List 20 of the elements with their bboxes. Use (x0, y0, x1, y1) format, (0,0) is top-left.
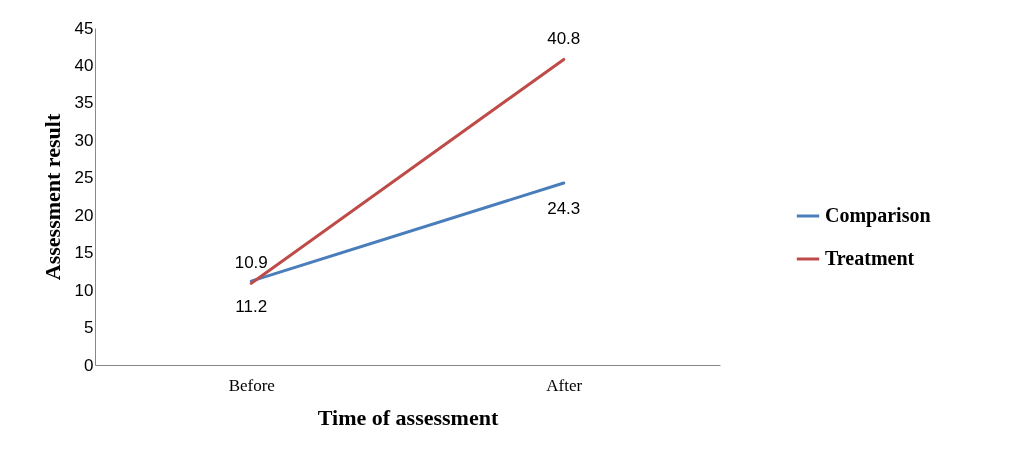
data-label: 10.9 (234, 253, 268, 273)
y-axis-title: Assessment result (39, 113, 65, 281)
x-axis-title: Time of assessment (317, 404, 499, 430)
y-tick-label: 20 (74, 205, 94, 225)
data-label: 40.8 (547, 29, 581, 49)
data-label: 11.2 (235, 297, 268, 317)
y-tick-label: 15 (74, 243, 94, 263)
x-tick-label: After (546, 375, 583, 395)
y-tick-label: 35 (74, 93, 94, 113)
y-tick-label: 30 (74, 130, 94, 150)
y-tick-label: 40 (74, 55, 94, 75)
data-label: 24.3 (547, 199, 581, 219)
legend-label: Treatment (825, 247, 915, 269)
x-tick-label: Before (228, 375, 275, 395)
y-tick-label: 0 (84, 355, 94, 375)
y-tick-label: 45 (74, 18, 94, 38)
y-tick-label: 10 (74, 280, 94, 300)
legend-label: Comparison (825, 204, 931, 227)
y-tick-label: 5 (84, 318, 94, 338)
y-tick-label: 25 (74, 168, 94, 188)
